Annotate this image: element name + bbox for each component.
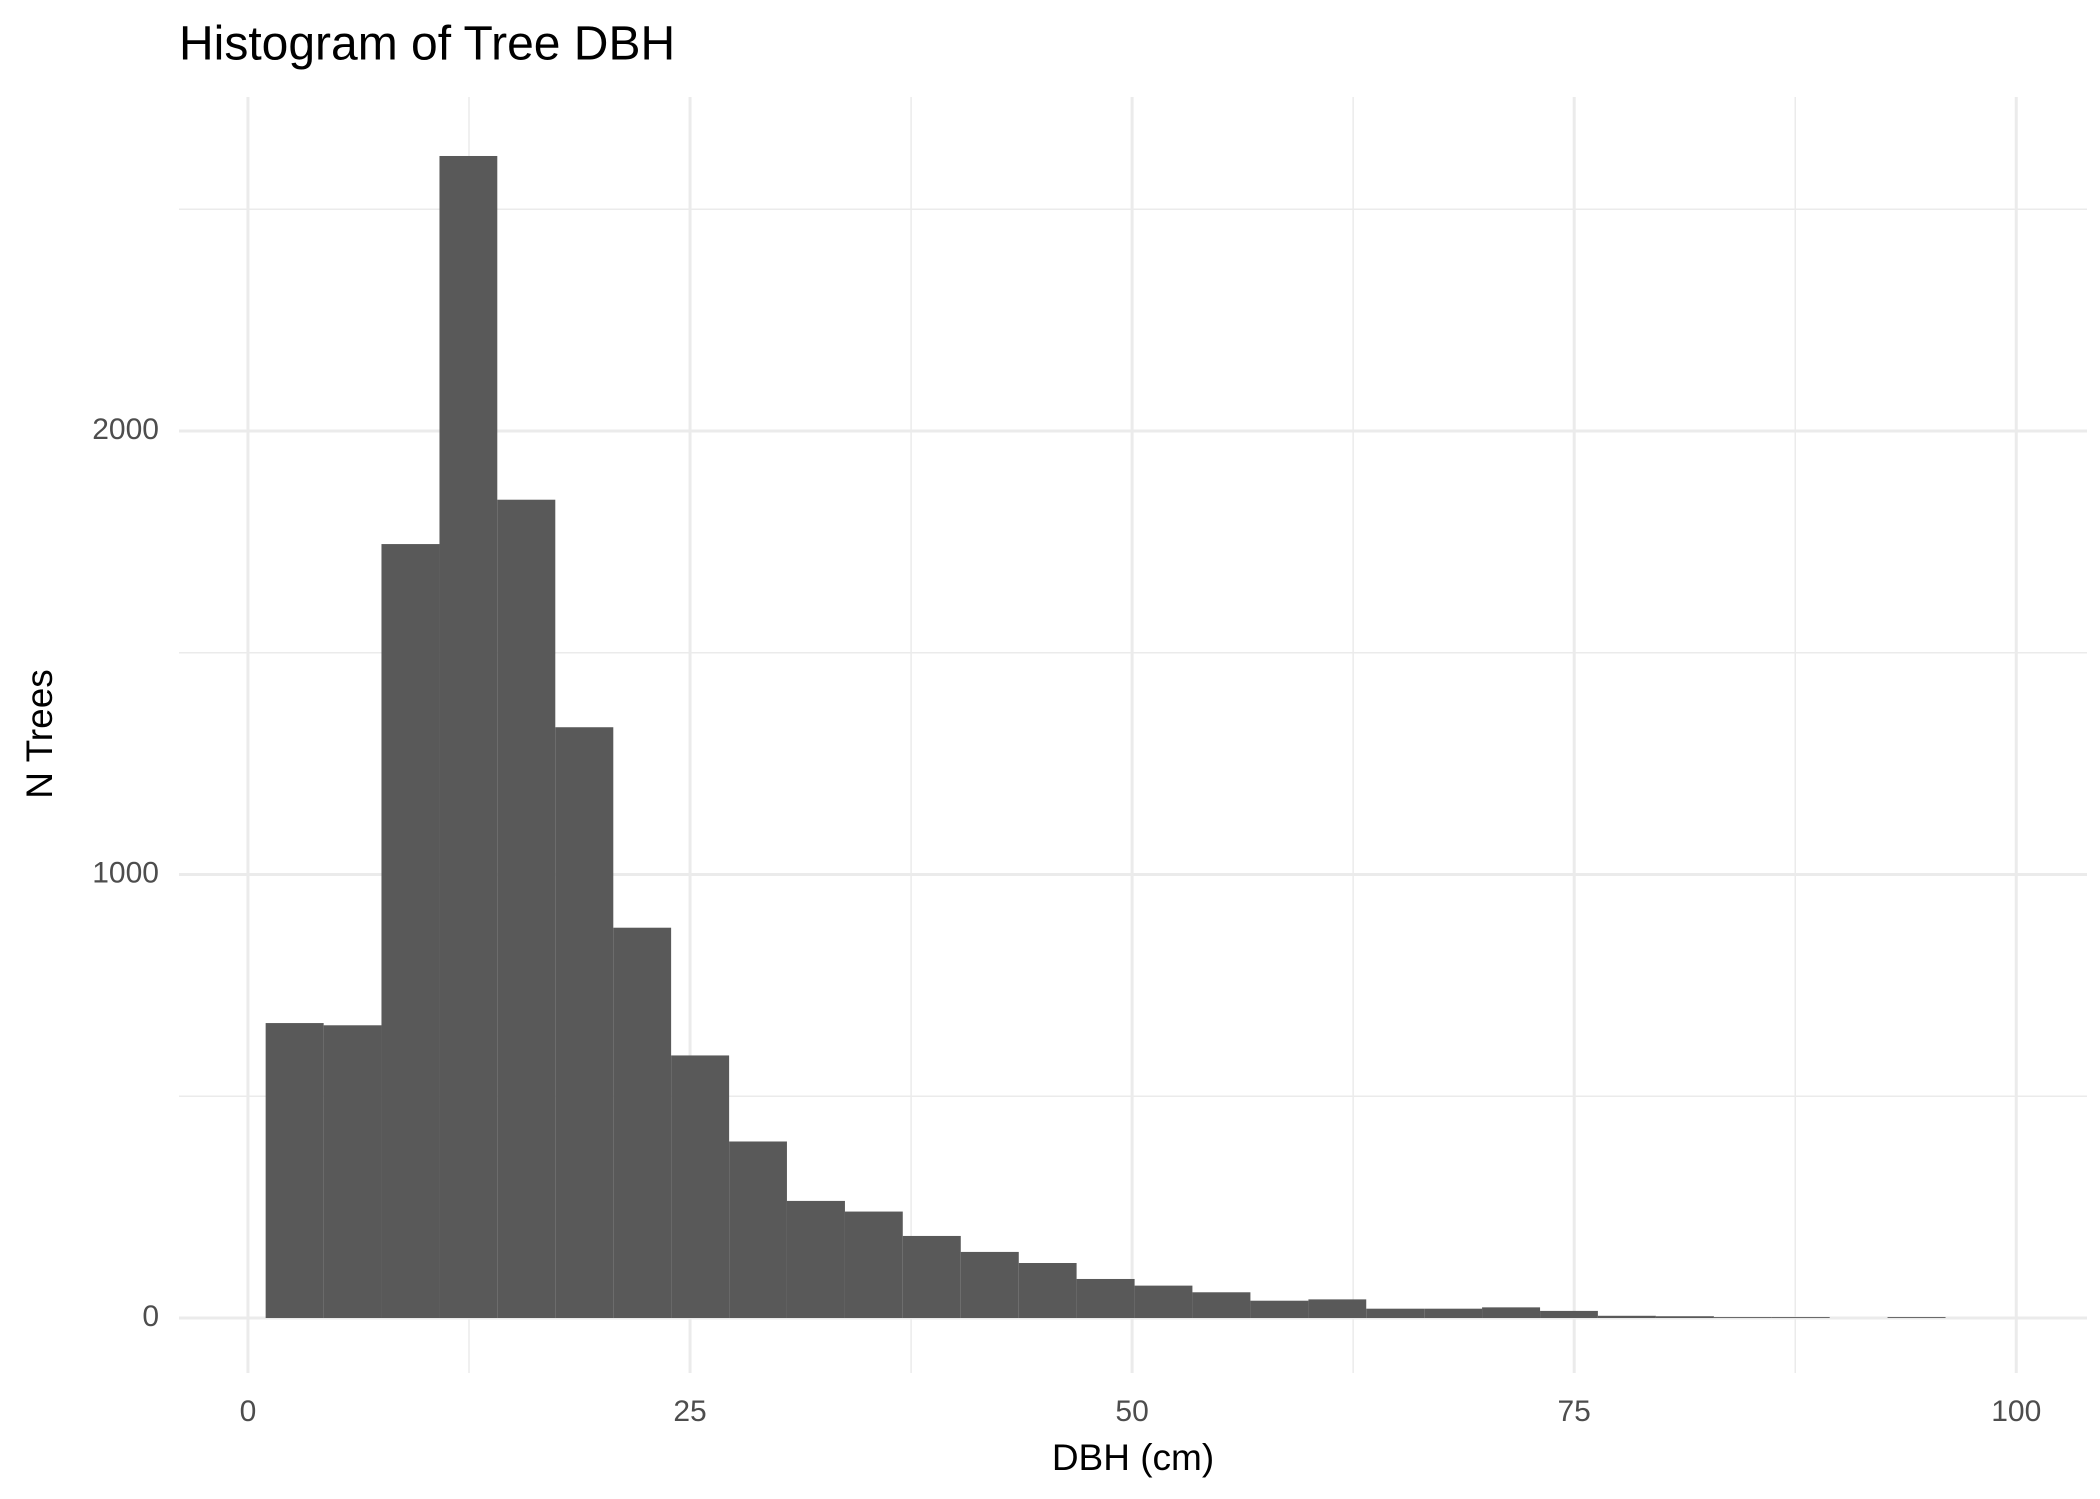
bar bbox=[497, 499, 556, 1319]
bar bbox=[1192, 1292, 1251, 1319]
chart-title: Histogram of Tree DBH bbox=[179, 18, 675, 71]
bar bbox=[613, 927, 672, 1319]
bar bbox=[1366, 1308, 1425, 1319]
y-tick-label: 1000 bbox=[92, 856, 159, 889]
bar bbox=[786, 1200, 845, 1319]
bar bbox=[729, 1141, 787, 1319]
bar bbox=[323, 1025, 382, 1319]
bar bbox=[1018, 1263, 1077, 1319]
bar bbox=[671, 1055, 730, 1319]
bar bbox=[1655, 1316, 1714, 1319]
x-tick-label: 100 bbox=[1991, 1395, 2041, 1428]
bar bbox=[1308, 1299, 1367, 1319]
y-axis-title: N Trees bbox=[19, 669, 60, 799]
bar bbox=[265, 1023, 324, 1319]
bar bbox=[844, 1211, 903, 1319]
bar bbox=[439, 155, 498, 1319]
bar bbox=[1597, 1315, 1656, 1319]
bar bbox=[1250, 1300, 1309, 1319]
bar bbox=[1482, 1307, 1541, 1319]
x-axis-title: DBH (cm) bbox=[1052, 1437, 1214, 1478]
bar bbox=[1713, 1317, 1772, 1319]
y-tick-label: 0 bbox=[142, 1300, 159, 1333]
bar bbox=[1076, 1278, 1135, 1319]
bar bbox=[1887, 1317, 1946, 1319]
bar bbox=[1134, 1285, 1193, 1319]
x-tick-label: 0 bbox=[240, 1395, 257, 1428]
x-tick-label: 75 bbox=[1558, 1395, 1591, 1428]
y-tick-label: 2000 bbox=[92, 413, 159, 446]
bar bbox=[902, 1235, 961, 1319]
x-tick-label: 25 bbox=[673, 1395, 706, 1428]
bar bbox=[1540, 1310, 1598, 1319]
bar bbox=[1424, 1308, 1483, 1319]
bar bbox=[555, 727, 614, 1319]
x-tick-label: 50 bbox=[1115, 1395, 1148, 1428]
bar bbox=[1771, 1317, 1830, 1319]
bar bbox=[960, 1251, 1019, 1319]
bar bbox=[381, 544, 440, 1319]
